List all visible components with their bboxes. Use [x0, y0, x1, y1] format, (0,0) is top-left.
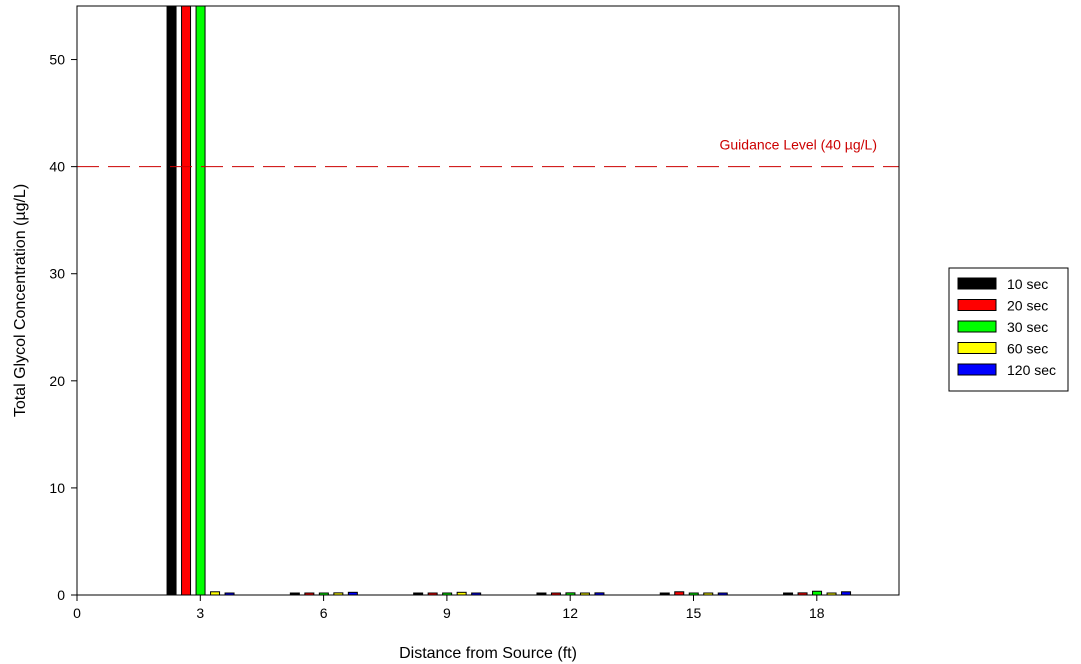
- bar-20-sec-at-3: [181, 5, 192, 596]
- y-tick-label-0: 0: [57, 587, 65, 603]
- legend-swatch-20-sec: [957, 299, 997, 311]
- legend-swatch-30-sec: [957, 320, 997, 333]
- legend-label-20-sec: 20 sec: [1007, 298, 1048, 314]
- legend-swatch-10-sec: [957, 277, 997, 290]
- legend-label-60-sec: 60 sec: [1007, 341, 1048, 357]
- x-tick-label-15: 15: [686, 605, 702, 621]
- guidance-level-label: Guidance Level (40 µg/L): [720, 137, 878, 153]
- y-tick-label-30: 30: [49, 266, 65, 282]
- y-tick-label-10: 10: [49, 480, 65, 496]
- legend-swatch-120-sec: [957, 363, 997, 376]
- x-tick-label-6: 6: [320, 605, 328, 621]
- legend-label-30-sec: 30 sec: [1007, 319, 1048, 335]
- y-axis: 0 10 20 30 40 50: [49, 52, 77, 603]
- y-tick-label-20: 20: [49, 373, 65, 389]
- plot-frame: [76, 5, 900, 596]
- x-tick-label-3: 3: [196, 605, 204, 621]
- reference-line-group: Guidance Level (40 µg/L): [77, 137, 899, 168]
- y-axis-label: Total Glycol Concentration (µg/L): [12, 184, 29, 417]
- x-tick-label-12: 12: [562, 605, 578, 621]
- x-tick-label-18: 18: [809, 605, 825, 621]
- bar-30-sec-at-3: [195, 5, 206, 596]
- legend-label-10-sec: 10 sec: [1007, 276, 1048, 292]
- bar-30-sec-at-18: [812, 590, 823, 596]
- bars: [166, 5, 852, 596]
- x-axis: 0 3 6 9 12 15 18: [73, 595, 825, 621]
- legend: 10 sec 20 sec 30 sec 60 sec 120 sec: [948, 267, 1069, 392]
- y-tick-label-40: 40: [49, 159, 65, 175]
- x-tick-label-0: 0: [73, 605, 81, 621]
- y-tick-label-50: 50: [49, 52, 65, 68]
- x-tick-label-9: 9: [443, 605, 451, 621]
- legend-label-120-sec: 120 sec: [1007, 362, 1056, 378]
- bar-10-sec-at-3: [166, 5, 177, 596]
- legend-swatch-60-sec: [957, 342, 997, 354]
- x-axis-label: Distance from Source (ft): [399, 645, 577, 662]
